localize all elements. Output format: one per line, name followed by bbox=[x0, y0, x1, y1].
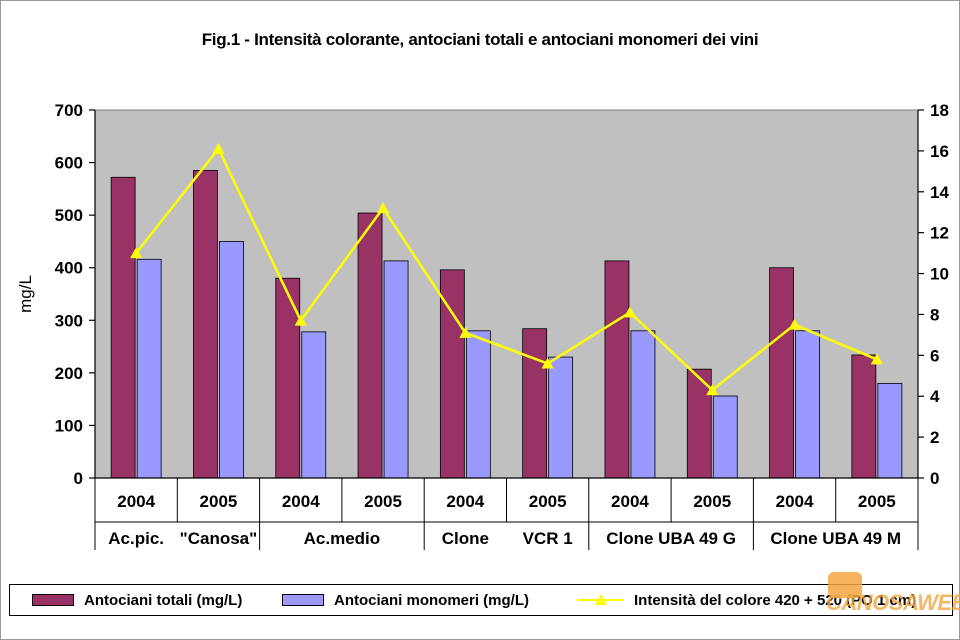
bar-antociani-totali bbox=[851, 354, 877, 479]
line-intensita-colore bbox=[135, 146, 878, 392]
x-tick-label-year: 2004 bbox=[117, 492, 155, 511]
x-group-label: Ac.pic. bbox=[108, 529, 164, 548]
bar-antociani-monomeri bbox=[465, 330, 491, 479]
legend-swatch-antociani-totali bbox=[32, 594, 74, 606]
triangle-marker-icon bbox=[595, 594, 607, 605]
x-group-label: Clone UBA 49 G bbox=[606, 529, 736, 548]
x-tick-label-year: 2005 bbox=[200, 492, 238, 511]
point-intensita-colore bbox=[623, 306, 636, 318]
chart-title: Fig.1 - Intensità colorante, antociani t… bbox=[201, 30, 759, 49]
x-tick-label-year: 2004 bbox=[776, 492, 814, 511]
y-tick-label-right: 6 bbox=[930, 346, 939, 365]
legend-line-intensita-colore bbox=[578, 594, 624, 606]
legend-label-antociani-monomeri: Antociani monomeri (mg/L) bbox=[334, 591, 529, 609]
y-tick-label-left: 0 bbox=[74, 469, 83, 488]
point-intensita-colore bbox=[541, 357, 554, 369]
y-tick-label-left: 600 bbox=[55, 154, 83, 173]
labels-group: 0 100 200 300 400 500 600 700 0 2 4 6 8 10 12 14 16 18 mg/… bbox=[16, 101, 949, 548]
y-tick-label-left: 400 bbox=[55, 259, 83, 278]
plot-area-group bbox=[94, 109, 919, 479]
y-tick-label-right: 14 bbox=[930, 183, 949, 202]
y-tick-label-right: 8 bbox=[930, 305, 939, 324]
canosaweb-watermark: CANOSAWEB bbox=[826, 572, 960, 624]
y-tick-label-left: 200 bbox=[55, 364, 83, 383]
bar-antociani-monomeri bbox=[630, 330, 656, 479]
bars-group bbox=[110, 170, 903, 479]
x-tick-label-year: 2005 bbox=[858, 492, 896, 511]
x-group-label: Clone UBA 49 M bbox=[770, 529, 901, 548]
x-group-label: "Canosa" bbox=[180, 529, 258, 548]
x-tick-label-year: 2005 bbox=[364, 492, 402, 511]
x-tick-label-year: 2004 bbox=[282, 492, 320, 511]
bar-antociani-totali bbox=[769, 267, 794, 479]
chart-legend: Antociani totali (mg/L) Antociani monome… bbox=[9, 584, 953, 616]
point-intensita-colore bbox=[130, 247, 143, 259]
bar-antociani-totali bbox=[686, 368, 712, 479]
bar-antociani-monomeri bbox=[795, 330, 820, 479]
y-tick-label-right: 16 bbox=[930, 142, 949, 161]
legend-item-antociani-totali: Antociani totali (mg/L) bbox=[32, 585, 242, 615]
watermark-badge-icon bbox=[828, 572, 862, 598]
y-tick-label-right: 2 bbox=[930, 428, 939, 447]
bar-antociani-totali bbox=[522, 328, 548, 479]
legend-swatch-antociani-monomeri bbox=[282, 594, 324, 606]
bar-antociani-totali bbox=[110, 176, 136, 479]
bar-antociani-totali bbox=[193, 170, 218, 479]
legend-item-antociani-monomeri: Antociani monomeri (mg/L) bbox=[282, 585, 529, 615]
line-group bbox=[130, 142, 883, 396]
bar-antociani-monomeri bbox=[136, 258, 162, 479]
point-intensita-colore bbox=[788, 318, 801, 330]
point-intensita-colore bbox=[706, 384, 719, 396]
bar-antociani-monomeri bbox=[548, 356, 574, 479]
bar-antociani-totali bbox=[439, 269, 465, 479]
point-intensita-colore bbox=[459, 326, 472, 338]
point-intensita-colore bbox=[870, 353, 883, 365]
bar-antociani-monomeri bbox=[219, 241, 244, 479]
bar-antociani-monomeri bbox=[301, 331, 327, 479]
bar-antociani-monomeri bbox=[877, 382, 903, 479]
y-tick-label-right: 4 bbox=[930, 387, 940, 406]
point-intensita-colore bbox=[377, 202, 390, 214]
x-group-label: Ac.medio bbox=[304, 529, 381, 548]
y-tick-label-left: 300 bbox=[55, 311, 83, 330]
legend-label-antociani-totali: Antociani totali (mg/L) bbox=[84, 591, 243, 609]
y-tick-label-right: 18 bbox=[930, 101, 949, 120]
plot-area bbox=[94, 109, 919, 479]
y-tick-label-left: 700 bbox=[55, 101, 83, 120]
y-tick-label-right: 12 bbox=[930, 224, 949, 243]
y-tick-label-left: 500 bbox=[55, 206, 83, 225]
point-intensita-colore bbox=[294, 314, 307, 326]
x-tick-label-year: 2004 bbox=[446, 492, 484, 511]
axes-group bbox=[89, 109, 924, 550]
x-tick-label-year: 2005 bbox=[693, 492, 731, 511]
bar-antociani-totali bbox=[357, 212, 383, 479]
x-group-label: Clone bbox=[442, 529, 489, 548]
x-tick-label-year: 2005 bbox=[529, 492, 567, 511]
y-axis-title: mg/L bbox=[16, 275, 35, 313]
y-tick-label-right: 10 bbox=[930, 265, 949, 284]
x-tick-label-year: 2004 bbox=[611, 492, 649, 511]
point-intensita-colore bbox=[212, 142, 225, 154]
bar-antociani-monomeri bbox=[712, 395, 738, 479]
bar-antociani-monomeri bbox=[383, 260, 409, 479]
bar-antociani-totali bbox=[604, 260, 630, 479]
y-tick-label-left: 100 bbox=[55, 416, 83, 435]
x-group-label: VCR 1 bbox=[523, 529, 573, 548]
watermark-text: CANOSAWEB bbox=[826, 590, 960, 615]
y-tick-label-right: 0 bbox=[930, 469, 939, 488]
